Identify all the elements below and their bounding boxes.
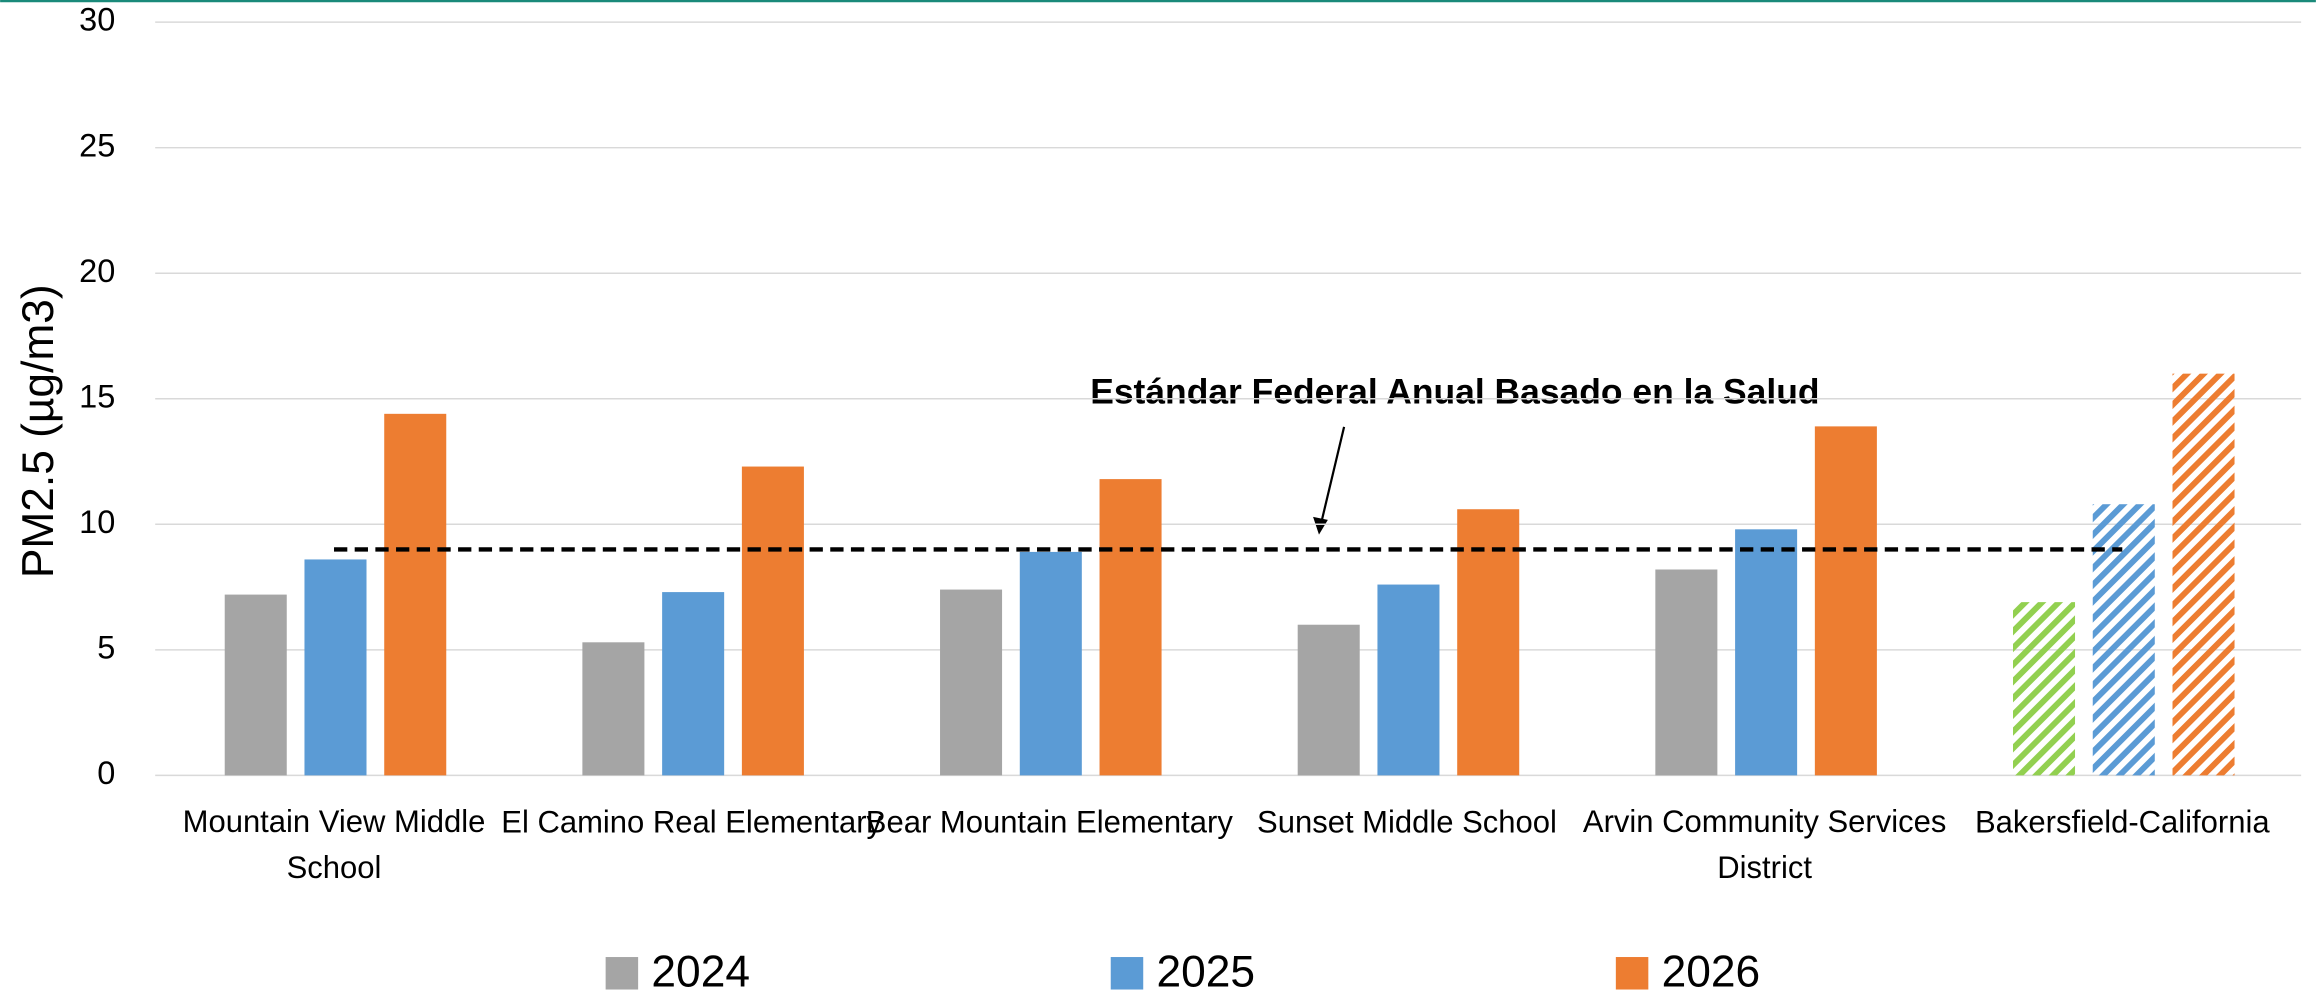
bar (1377, 584, 1440, 776)
legend-swatch (605, 957, 639, 990)
legend-swatch (1615, 957, 1649, 990)
annotation: Estándar Federal Anual Basado en la Salu… (1090, 372, 1819, 412)
y-tick-label: 0 (97, 755, 115, 791)
y-tick-label: 15 (79, 378, 115, 414)
bar (1655, 569, 1718, 776)
bar (1297, 624, 1360, 776)
bar (582, 642, 645, 776)
bar (1814, 426, 1877, 776)
bar (1019, 551, 1082, 776)
annotation-arrow (1320, 426, 1346, 521)
y-tick-label: 5 (97, 629, 115, 665)
x-tick-label: Bakersfield-California (1975, 804, 2270, 839)
y-tick-label: 30 (79, 2, 115, 38)
bar (384, 413, 447, 776)
bar (1457, 509, 1520, 776)
bar (940, 589, 1003, 776)
legend-label: 2025 (1157, 947, 1256, 991)
y-tick-label: 25 (79, 127, 115, 163)
bar (741, 466, 804, 776)
legend-label: 2024 (651, 947, 750, 991)
y-tick-label: 20 (79, 253, 115, 289)
bar (2092, 504, 2155, 776)
x-tick-label: Mountain View Middle School (183, 804, 486, 885)
y-tick-label: 10 (79, 504, 115, 540)
legend-label: 2026 (1662, 947, 1761, 991)
x-tick-label: Bear Mountain Elementary (866, 804, 1234, 839)
bar (662, 592, 725, 776)
x-tick-label: Arvin Community Services District (1583, 804, 1946, 885)
x-tick-label: El Camino Real Elementary (501, 804, 882, 839)
bar (1099, 479, 1162, 776)
bar (304, 559, 367, 776)
bar (2013, 602, 2076, 776)
legend-swatch (1110, 957, 1144, 990)
y-axis-label: PM2.5 (µg/m3) (14, 284, 63, 578)
bar (2172, 373, 2235, 776)
x-tick-label: Sunset Middle School (1257, 804, 1557, 839)
bar (1735, 529, 1798, 776)
arrow-head (1313, 516, 1328, 535)
bar (224, 594, 287, 776)
